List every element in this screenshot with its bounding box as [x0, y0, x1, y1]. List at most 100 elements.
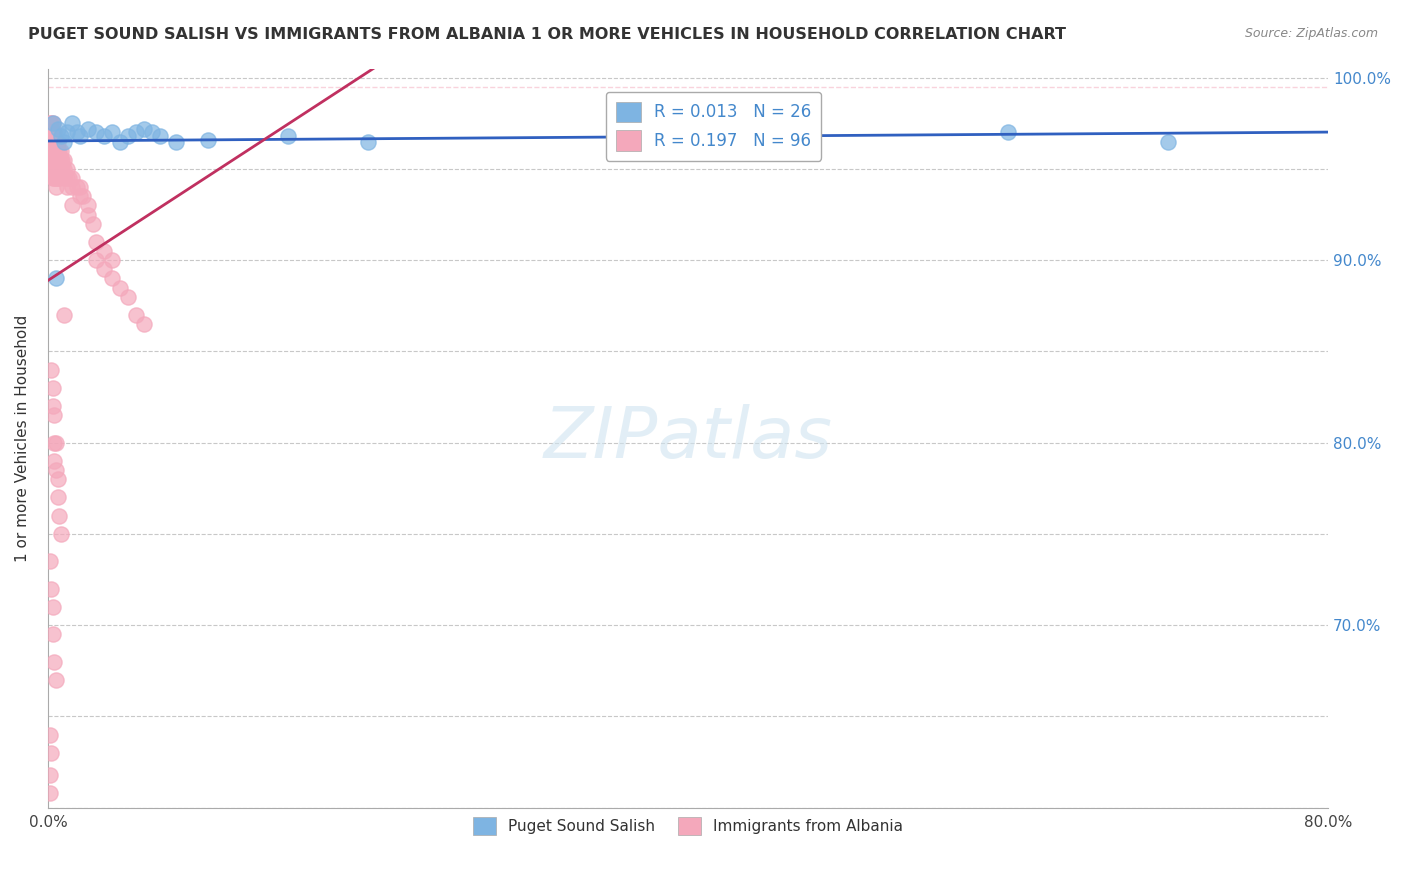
Point [117, 290, 139, 304]
Point [1157, 135, 1180, 149]
Point [42, 161, 65, 176]
Point [77, 208, 100, 222]
Point [39, 153, 62, 167]
Point [132, 121, 155, 136]
Text: Source: ZipAtlas.com: Source: ZipAtlas.com [1244, 27, 1378, 40]
Point [42, 116, 65, 130]
Point [997, 125, 1019, 139]
Point [53, 161, 76, 176]
Point [48, 508, 70, 523]
Point [117, 129, 139, 144]
Point [101, 125, 124, 139]
Point [132, 317, 155, 331]
Point [46, 491, 69, 505]
Point [38, 116, 60, 130]
Point [38, 144, 60, 158]
Point [38, 153, 60, 167]
Point [46, 144, 69, 158]
Point [72, 189, 94, 203]
Point [44, 125, 66, 139]
Point [44, 171, 66, 186]
Point [60, 198, 83, 212]
Point [125, 125, 148, 139]
Point [42, 153, 65, 167]
Point [141, 125, 163, 139]
Point [38, 768, 60, 782]
Point [39, 135, 62, 149]
Point [42, 144, 65, 158]
Point [709, 125, 731, 139]
Point [46, 135, 69, 149]
Point [46, 171, 69, 186]
Point [42, 171, 65, 186]
Point [46, 153, 69, 167]
Point [46, 161, 69, 176]
Point [39, 362, 62, 376]
Point [53, 308, 76, 322]
Point [69, 129, 91, 144]
Point [38, 786, 60, 800]
Point [93, 244, 115, 258]
Point [42, 116, 65, 130]
Point [42, 627, 65, 641]
Point [39, 746, 62, 760]
Point [108, 280, 131, 294]
Point [66, 125, 89, 139]
Point [77, 121, 100, 136]
Point [49, 527, 72, 541]
Point [39, 582, 62, 596]
Point [82, 217, 104, 231]
Point [39, 125, 62, 139]
Point [38, 554, 60, 568]
Point [101, 271, 124, 285]
Point [53, 153, 76, 167]
Point [53, 135, 76, 149]
Point [46, 121, 69, 136]
Point [49, 153, 72, 167]
Point [51, 161, 73, 176]
Point [165, 135, 187, 149]
Point [84, 125, 107, 139]
Point [39, 116, 62, 130]
Point [60, 171, 83, 186]
Point [42, 399, 65, 413]
Point [42, 135, 65, 149]
Point [45, 463, 67, 477]
Point [58, 171, 80, 186]
Point [44, 409, 66, 423]
Point [49, 129, 72, 144]
Point [101, 253, 124, 268]
Point [93, 262, 115, 277]
Point [357, 135, 380, 149]
Text: PUGET SOUND SALISH VS IMMIGRANTS FROM ALBANIA 1 OR MORE VEHICLES IN HOUSEHOLD CO: PUGET SOUND SALISH VS IMMIGRANTS FROM AL… [28, 27, 1066, 42]
Point [69, 180, 91, 194]
Point [149, 129, 172, 144]
Point [45, 180, 67, 194]
Point [93, 129, 115, 144]
Point [48, 153, 70, 167]
Point [56, 125, 79, 139]
Point [44, 655, 66, 669]
Point [38, 125, 60, 139]
Point [49, 161, 72, 176]
Point [48, 161, 70, 176]
Point [44, 454, 66, 468]
Point [46, 472, 69, 486]
Point [45, 135, 67, 149]
Point [84, 235, 107, 249]
Point [60, 116, 83, 130]
Point [45, 153, 67, 167]
Point [42, 381, 65, 395]
Point [45, 144, 67, 158]
Point [197, 133, 219, 147]
Point [49, 144, 72, 158]
Point [42, 125, 65, 139]
Point [48, 171, 70, 186]
Point [38, 135, 60, 149]
Point [48, 144, 70, 158]
Point [44, 135, 66, 149]
Point [84, 253, 107, 268]
Point [108, 135, 131, 149]
Point [39, 144, 62, 158]
Point [42, 599, 65, 614]
